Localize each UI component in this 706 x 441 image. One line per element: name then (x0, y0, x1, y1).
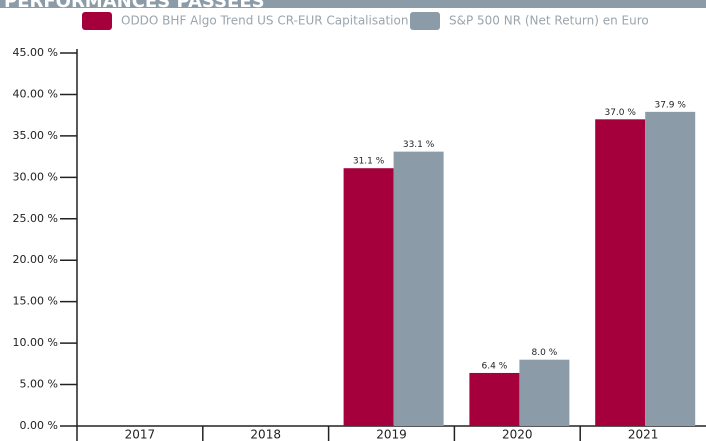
value-label: 8.0 % (532, 348, 558, 358)
y-tick-label: 30.00 % (13, 170, 58, 183)
y-tick-label: 35.00 % (13, 129, 58, 142)
bar (343, 168, 394, 426)
y-tick-label: 20.00 % (13, 253, 58, 266)
x-tick-label: 2019 (376, 428, 407, 441)
legend-label: ODDO BHF Algo Trend US CR-EUR Capitalisa… (121, 14, 408, 28)
y-tick-label: 0.00 % (20, 419, 58, 432)
bar (645, 111, 696, 427)
legend-swatch (410, 12, 440, 30)
x-tick-label: 2020 (502, 428, 533, 441)
y-tick-label: 45.00 % (13, 46, 58, 59)
bar (469, 372, 520, 426)
x-tick-label: 2021 (628, 428, 659, 441)
header-bar (0, 0, 706, 8)
y-tick-label: 40.00 % (13, 87, 58, 100)
y-tick-label: 10.00 % (13, 336, 58, 349)
x-tick-label: 2017 (125, 428, 156, 441)
value-label: 37.0 % (604, 108, 636, 118)
legend-swatch (82, 12, 112, 30)
y-tick-label: 25.00 % (13, 212, 58, 225)
y-tick-label: 15.00 % (13, 295, 58, 308)
x-tick-label: 2018 (250, 428, 281, 441)
value-label: 33.1 % (403, 140, 435, 150)
value-label: 37.9 % (654, 100, 686, 110)
bar (595, 119, 646, 427)
legend-label: S&P 500 NR (Net Return) en Euro (449, 14, 649, 28)
value-label: 31.1 % (353, 157, 385, 167)
bar (393, 151, 444, 427)
bar (519, 359, 570, 426)
chart-title: PERFORMANCES PASSÉES (4, 0, 265, 12)
y-tick-label: 5.00 % (20, 378, 58, 391)
value-label: 6.4 % (482, 361, 508, 371)
